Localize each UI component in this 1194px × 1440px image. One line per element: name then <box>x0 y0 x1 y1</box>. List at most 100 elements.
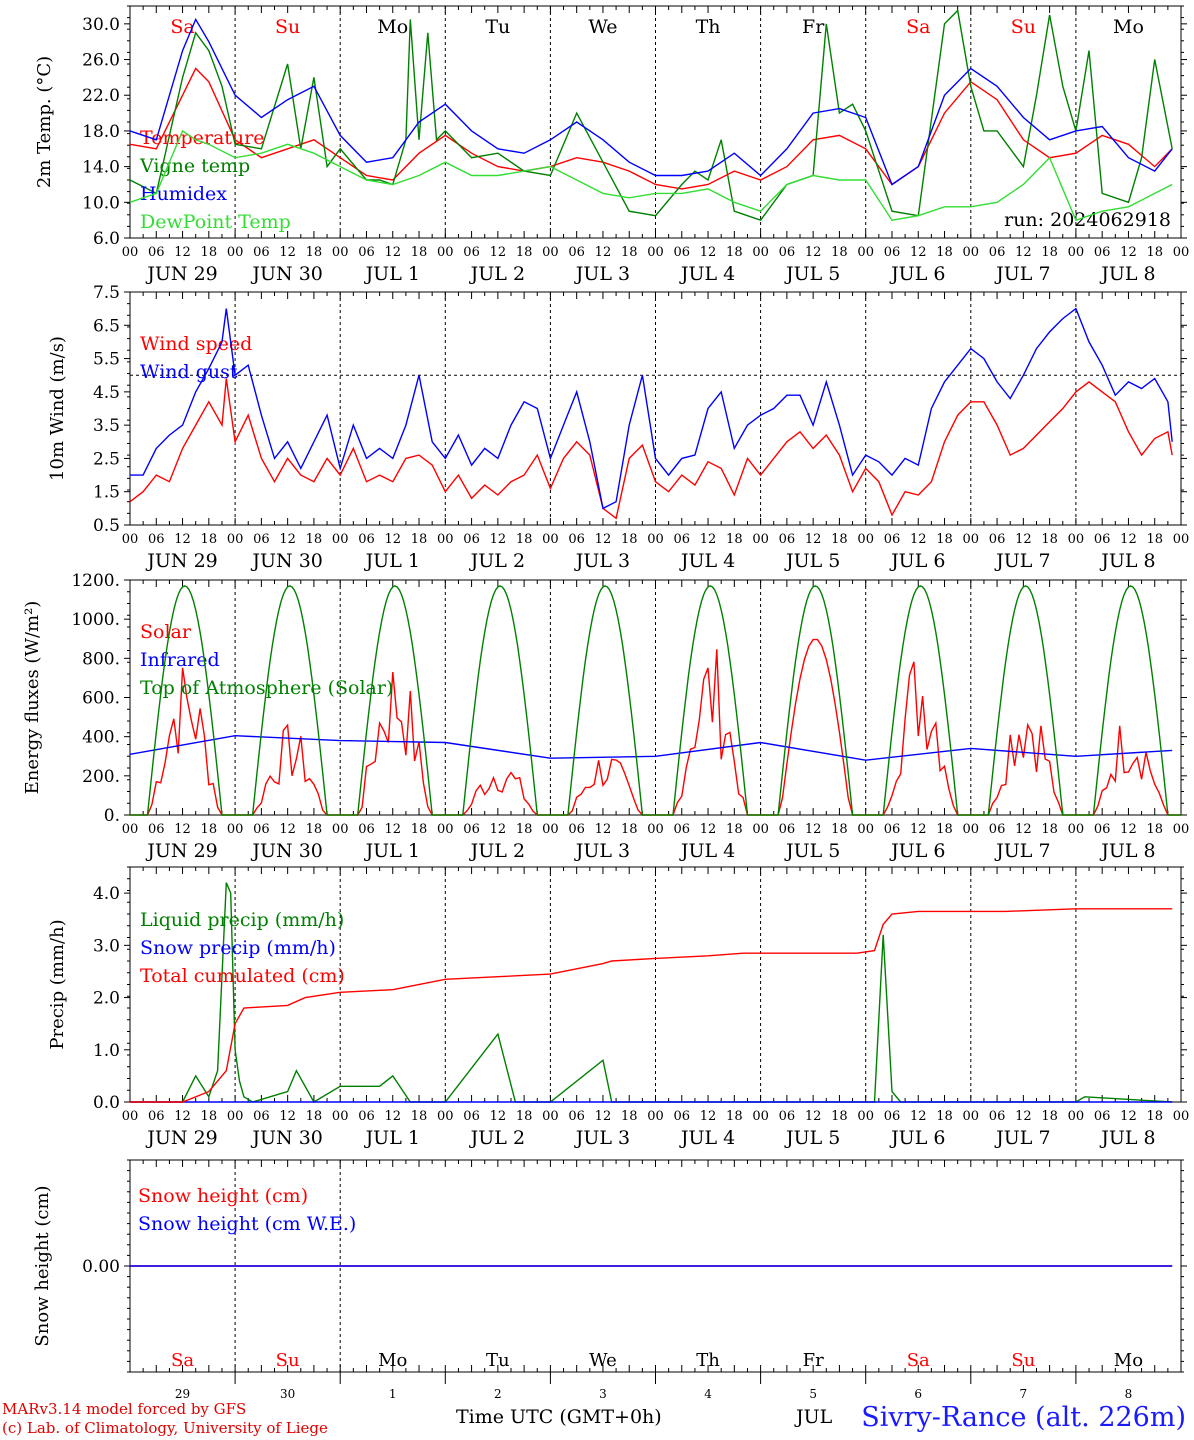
x-hour-label: 12 <box>700 822 717 837</box>
x-weekday-label: We <box>589 1350 617 1371</box>
x-day-label: JUN 30 <box>250 263 322 285</box>
x-hour-label: 06 <box>568 822 585 837</box>
x-hour-label: 12 <box>1015 1109 1032 1124</box>
x-hour-label: 00 <box>857 532 874 547</box>
x-hour-label: 00 <box>1173 1109 1190 1124</box>
x-day-label: JUL 3 <box>574 550 630 572</box>
x-hour-label: 12 <box>279 1109 296 1124</box>
x-hour-label: 00 <box>122 532 139 547</box>
y-tick-label: 7.5 <box>93 283 120 303</box>
x-day-label: JUL 2 <box>469 1127 525 1149</box>
legend-entry: Infrared <box>140 649 220 671</box>
credits: MARv3.14 model forced by GFS (c) Lab. of… <box>2 1400 328 1438</box>
x-hour-label: 18 <box>831 822 848 837</box>
x-hour-label: 12 <box>1120 532 1137 547</box>
y-tick-label: 1.0 <box>93 1041 120 1061</box>
x-hour-label: 00 <box>1173 532 1190 547</box>
x-hour-label: 12 <box>595 1109 612 1124</box>
x-day-label: JUL 5 <box>784 263 840 285</box>
x-hour-label: 12 <box>805 532 822 547</box>
x-hour-label: 06 <box>779 822 796 837</box>
x-day-label: JUL 1 <box>364 550 420 572</box>
x-hour-label: 00 <box>332 822 349 837</box>
x-hour-label: 18 <box>411 245 428 260</box>
x-weekday-label: Mo <box>378 1350 407 1371</box>
y-axis-label: Snow height (cm) <box>32 1185 53 1346</box>
y-tick-label: 0.5 <box>93 516 120 536</box>
model-credit: MARv3.14 model forced by GFS <box>2 1400 247 1418</box>
x-hour-label: 12 <box>700 532 717 547</box>
x-hour-label: 06 <box>1094 245 1111 260</box>
y-axis-label: 2m Temp. (°C) <box>34 56 55 188</box>
x-weekday-label: Su <box>1011 16 1036 38</box>
x-hour-label: 18 <box>411 822 428 837</box>
x-day-label: JUL 1 <box>364 263 420 285</box>
y-tick-label: 30.0 <box>82 15 120 35</box>
x-hour-label: 18 <box>831 532 848 547</box>
x-day-label: JUL 7 <box>994 550 1050 572</box>
x-day-label: JUL 4 <box>679 1127 735 1149</box>
x-day-label: JUL 4 <box>679 550 735 572</box>
x-day-number: 3 <box>599 1387 607 1401</box>
x-hour-label: 18 <box>621 822 638 837</box>
x-hour-label: 18 <box>1041 532 1058 547</box>
x-hour-label: 18 <box>726 1109 743 1124</box>
panel-wind: 0.5 1.5 2.5 3.5 4.5 5.5 6.5 7.5 10m Wind (m/s) 00… <box>47 283 1189 572</box>
x-hour-label: 18 <box>726 822 743 837</box>
legend-entry: Snow precip (mm/h) <box>140 937 336 959</box>
x-hour-label: 06 <box>253 822 270 837</box>
x-hour-label: 18 <box>516 532 533 547</box>
series-line-top-of-atmosphere-solar- <box>130 585 1181 816</box>
x-day-number: 2 <box>494 1387 502 1401</box>
x-weekday-label: Fr <box>802 16 825 38</box>
x-day-label: JUL 8 <box>1099 263 1155 285</box>
x-hour-label: 00 <box>122 1109 139 1124</box>
panel-temperature: 6.0 10.0 14.0 18.0 22.0 26.0 30.0 2m Temp. (°C)… <box>34 5 1189 285</box>
x-hour-label: 06 <box>884 1109 901 1124</box>
x-day-number: 1 <box>389 1387 397 1401</box>
x-hour-label: 06 <box>779 1109 796 1124</box>
x-weekday-label: Sa <box>907 1350 930 1371</box>
x-day-label: JUL 2 <box>469 840 525 862</box>
x-day-label: JUL 6 <box>889 1127 945 1149</box>
x-day-label: JUL 7 <box>994 1127 1050 1149</box>
x-day-number: 30 <box>280 1387 295 1401</box>
legend-entry: Temperature <box>140 127 264 149</box>
x-hour-label: 18 <box>1146 822 1163 837</box>
x-day-number: 8 <box>1125 1387 1133 1401</box>
x-weekday-label: Fr <box>803 1350 824 1371</box>
y-tick-label: 3.0 <box>93 936 120 956</box>
x-hour-label: 00 <box>437 822 454 837</box>
y-tick-label: 2.0 <box>93 989 120 1009</box>
legend-entry: Solar <box>140 621 192 643</box>
x-hour-label: 00 <box>752 245 769 260</box>
x-hour-label: 12 <box>1120 1109 1137 1124</box>
legend-entry: Vigne temp <box>139 155 250 177</box>
x-hour-label: 00 <box>1173 822 1190 837</box>
x-hour-label: 00 <box>1068 1109 1085 1124</box>
x-hour-label: 12 <box>910 245 927 260</box>
x-hour-label: 06 <box>463 822 480 837</box>
x-hour-label: 00 <box>332 1109 349 1124</box>
y-tick-label: 0. <box>104 806 120 826</box>
x-weekday-label: Mo <box>377 16 408 38</box>
y-tick-label: 800. <box>82 649 120 669</box>
x-hour-label: 06 <box>568 1109 585 1124</box>
x-hour-label: 12 <box>1015 822 1032 837</box>
x-hour-label: 12 <box>805 245 822 260</box>
x-hour-label: 06 <box>358 1109 375 1124</box>
x-hour-label: 06 <box>779 245 796 260</box>
x-hour-label: 00 <box>332 245 349 260</box>
panel-precipitation: 0.0 1.0 2.0 3.0 4.0 Precip (mm/h) 00 06 12 18 00 06… <box>47 866 1190 1149</box>
x-hour-label: 18 <box>201 245 218 260</box>
series-line-dewpoint-temp <box>129 129 1173 222</box>
x-day-label: JUL 4 <box>679 840 735 862</box>
x-hour-label: 18 <box>201 822 218 837</box>
y-axis-label: 10m Wind (m/s) <box>47 336 68 481</box>
x-day-label: JUL 6 <box>889 840 945 862</box>
y-tick-label: 4.5 <box>93 383 120 403</box>
x-day-label: JUN 30 <box>250 1127 322 1149</box>
x-hour-label: 00 <box>542 1109 559 1124</box>
month-label: JUL <box>796 1406 833 1428</box>
